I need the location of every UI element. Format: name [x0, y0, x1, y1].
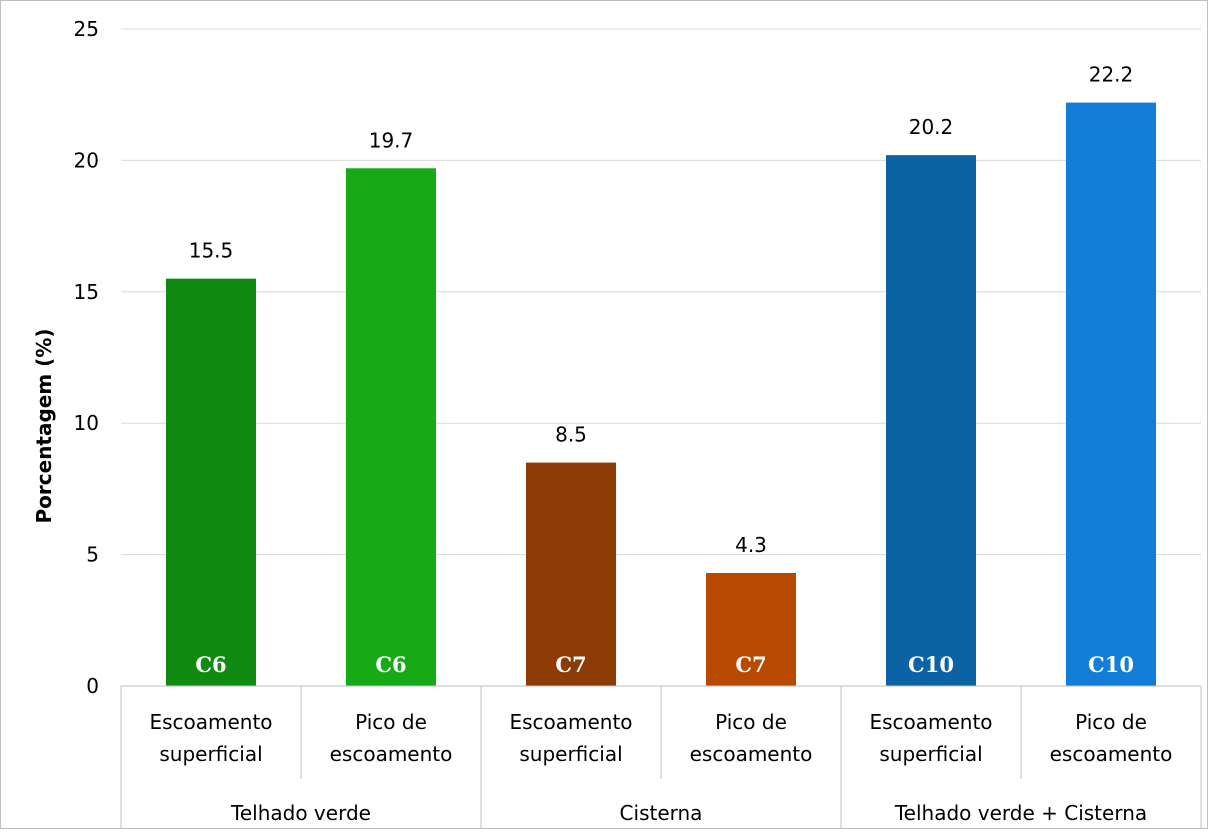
x-category-label: escoamento [1050, 742, 1173, 766]
x-category-label: escoamento [690, 742, 813, 766]
bar [1066, 102, 1156, 687]
x-axis-categories: Escoamento superficial Pico de escoamento Es… [149, 710, 1172, 766]
x-group-label: Telhado verde + Cisterna [894, 801, 1147, 825]
bar-code-label: C6 [375, 652, 406, 677]
bar-code-label: C10 [908, 652, 954, 677]
y-axis-ticks: 0 5 10 15 20 25 [74, 17, 99, 698]
y-tick-label: 25 [74, 17, 99, 41]
y-tick-label: 15 [74, 280, 99, 304]
x-axis-groups: Telhado verde Cisterna Telhado verde + Cis… [230, 801, 1147, 825]
x-group-label: Telhado verde [230, 801, 371, 825]
bar-code-label: C10 [1088, 652, 1134, 677]
bar [166, 278, 256, 686]
bar-value-label: 19.7 [369, 128, 414, 152]
bar [706, 572, 796, 686]
bar-value-label: 22.2 [1089, 63, 1134, 87]
y-tick-label: 10 [74, 411, 99, 435]
bars [166, 102, 1156, 687]
x-category-label: Escoamento [149, 710, 272, 734]
bar-value-label: 15.5 [189, 239, 234, 263]
bar-code-label: C6 [195, 652, 226, 677]
y-tick-label: 5 [86, 543, 99, 567]
y-tick-label: 20 [74, 148, 99, 172]
bar-codes: C6 C6 C7 C7 C10 C10 [195, 652, 1134, 677]
data-labels: 15.5 19.7 8.5 4.3 20.2 22.2 [189, 63, 1134, 557]
x-group-label: Cisterna [620, 801, 703, 825]
bar-value-label: 4.3 [735, 533, 767, 557]
bar-value-label: 8.5 [555, 423, 587, 447]
bar [886, 155, 976, 687]
x-category-label: escoamento [330, 742, 453, 766]
x-category-label: superficial [159, 742, 262, 766]
x-category-label: Escoamento [509, 710, 632, 734]
x-category-label: Pico de [715, 710, 787, 734]
x-category-label: superficial [879, 742, 982, 766]
y-tick-label: 0 [86, 674, 99, 698]
bar [346, 168, 436, 686]
y-axis-title: Porcentagem (%) [32, 329, 56, 524]
bar [526, 462, 616, 686]
bar-code-label: C7 [555, 652, 586, 677]
bar-value-label: 20.2 [909, 115, 954, 139]
bar-code-label: C7 [735, 652, 766, 677]
x-category-label: superficial [519, 742, 622, 766]
x-category-label: Pico de [355, 710, 427, 734]
gridlines [121, 28, 1201, 556]
x-category-label: Escoamento [869, 710, 992, 734]
x-axis [120, 685, 1202, 828]
x-category-label: Pico de [1075, 710, 1147, 734]
